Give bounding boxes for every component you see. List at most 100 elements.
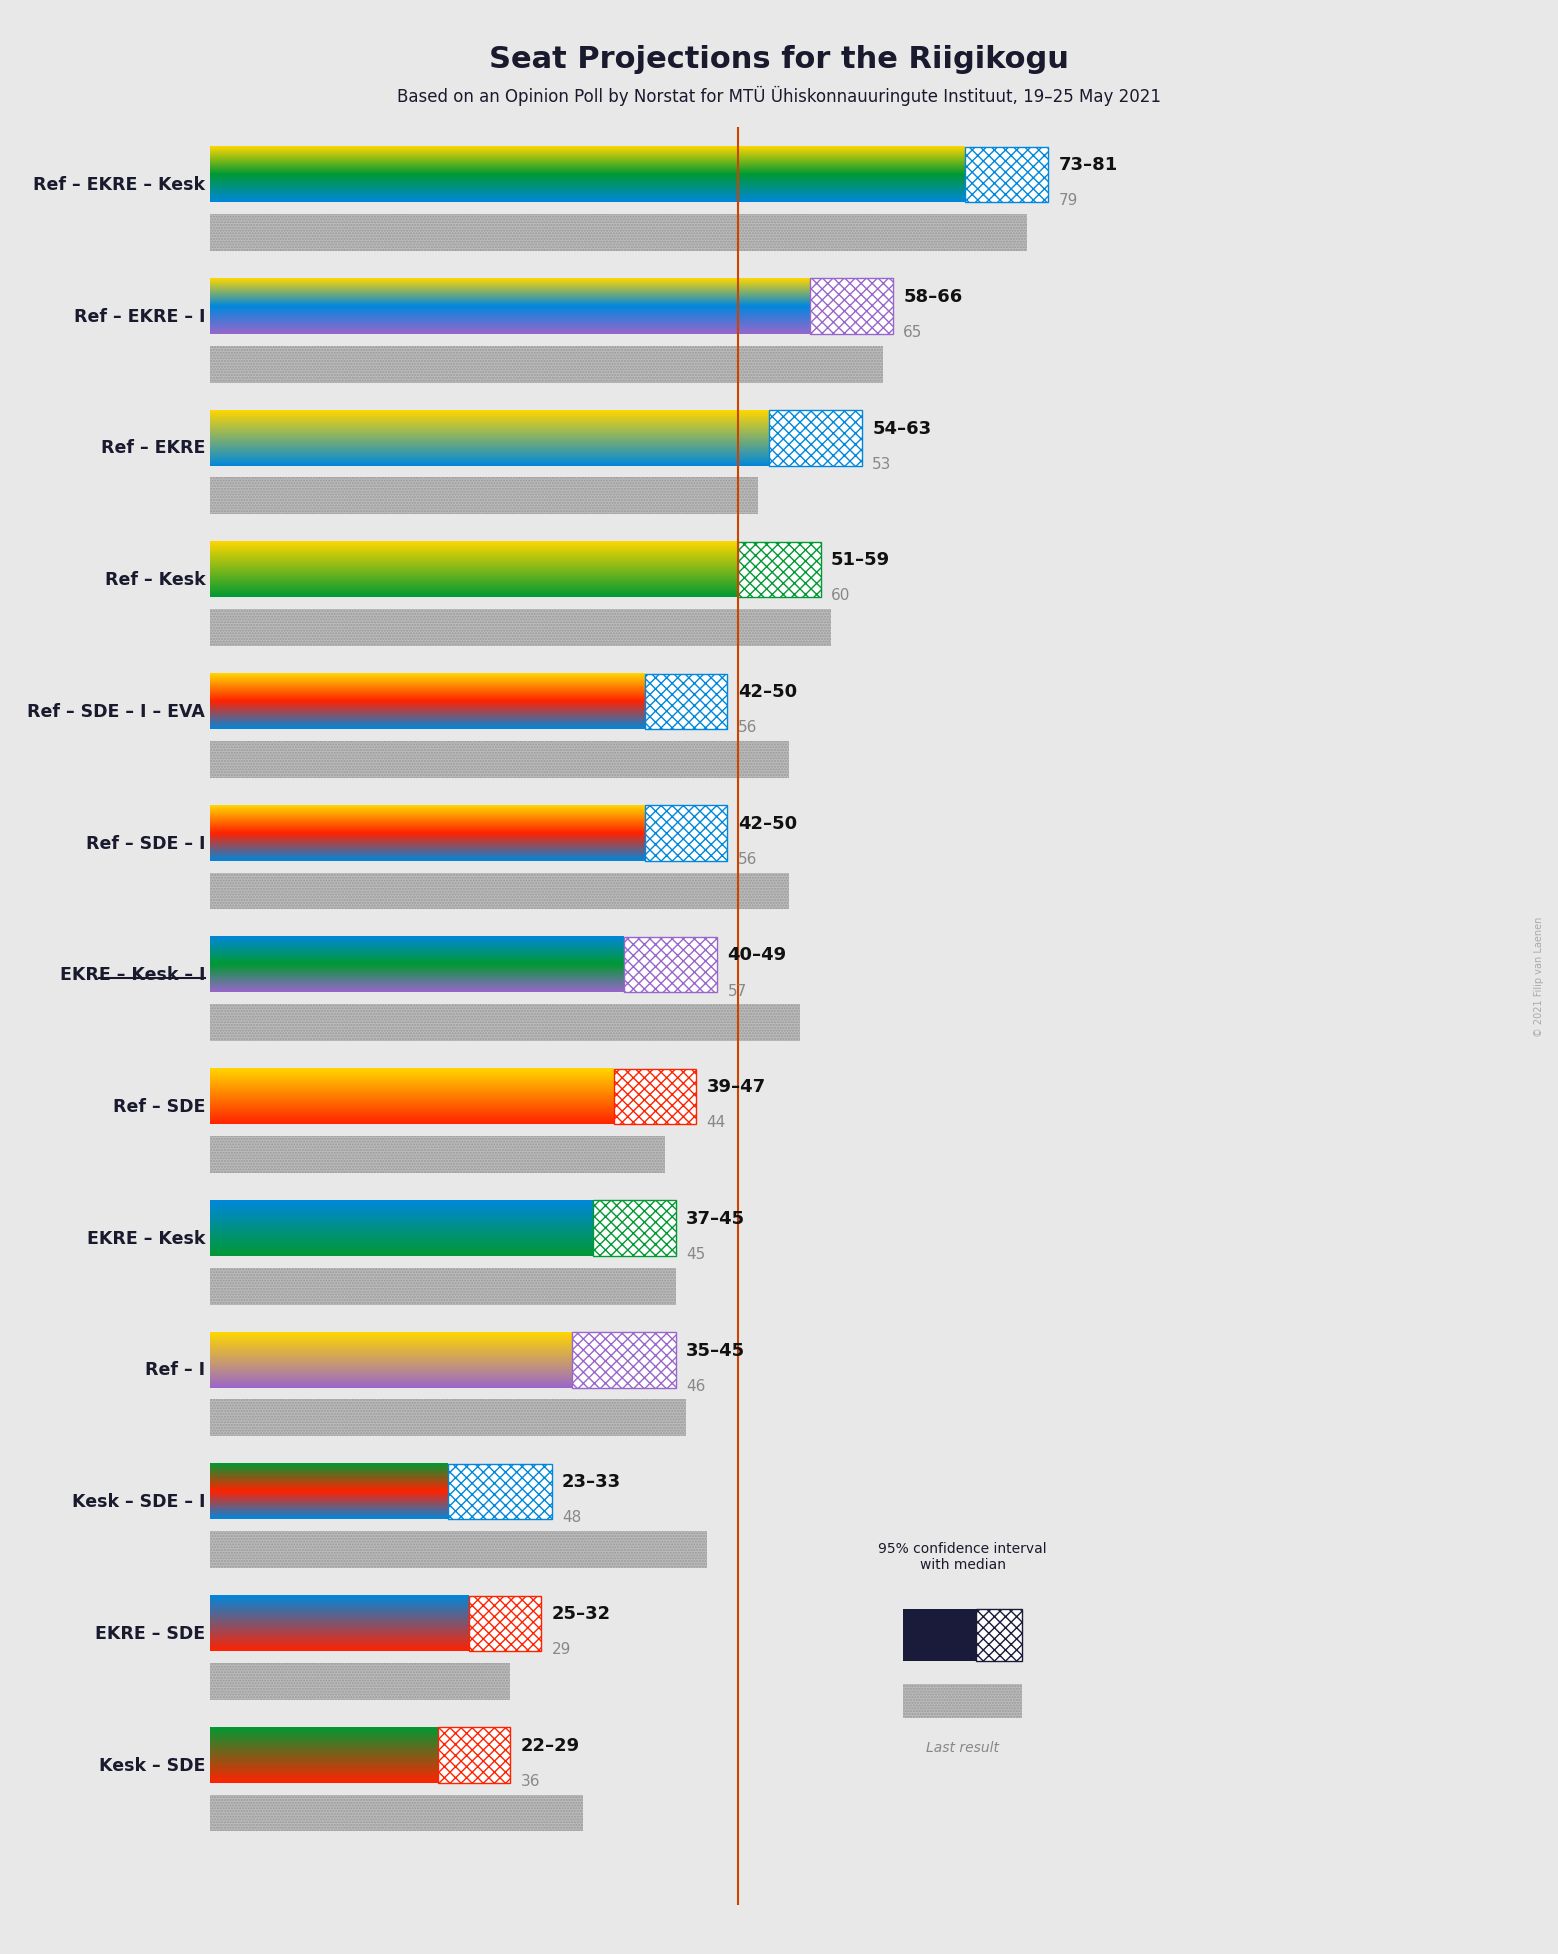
Bar	[469, 1596, 541, 1651]
Bar	[975, 1608, 1022, 1661]
Text: 73–81: 73–81	[1058, 156, 1117, 174]
Text: Ref – SDE: Ref – SDE	[112, 1098, 206, 1116]
Bar	[210, 741, 790, 778]
Bar	[904, 1684, 1022, 1718]
Bar	[210, 1532, 707, 1567]
Bar	[210, 346, 882, 383]
Text: Ref – SDE – I: Ref – SDE – I	[86, 834, 206, 852]
Bar	[738, 541, 821, 598]
Bar	[625, 938, 717, 993]
Text: 42–50: 42–50	[738, 815, 796, 832]
Bar	[614, 1069, 696, 1124]
Text: Kesk – SDE – I: Kesk – SDE – I	[72, 1493, 206, 1510]
Text: 65: 65	[904, 324, 922, 340]
Bar	[904, 1684, 1022, 1718]
Bar	[768, 410, 862, 465]
Bar	[614, 1069, 696, 1124]
Text: 53: 53	[872, 457, 891, 471]
Text: 56: 56	[738, 721, 757, 735]
Text: Based on an Opinion Poll by Norstat for MTÜ Ühiskonnauuringute Instituut, 19–25 : Based on an Opinion Poll by Norstat for …	[397, 86, 1161, 106]
Bar	[210, 1399, 686, 1436]
Bar	[438, 1727, 509, 1782]
Bar	[210, 1794, 583, 1831]
Text: Ref – SDE – I – EVA: Ref – SDE – I – EVA	[28, 703, 206, 721]
Bar	[469, 1596, 541, 1651]
Bar	[645, 805, 728, 860]
Bar	[975, 1608, 1022, 1661]
Bar	[572, 1333, 676, 1387]
Text: 23–33: 23–33	[562, 1473, 622, 1491]
Bar	[768, 410, 862, 465]
Bar	[738, 541, 821, 598]
Bar	[210, 1268, 676, 1305]
Bar	[904, 1608, 975, 1661]
Text: 36: 36	[520, 1774, 541, 1788]
Bar	[210, 873, 790, 909]
Text: 57: 57	[728, 983, 746, 998]
Text: Seat Projections for the Riigikogu: Seat Projections for the Riigikogu	[489, 45, 1069, 74]
Bar	[210, 213, 1027, 250]
Text: Ref – EKRE – Kesk: Ref – EKRE – Kesk	[33, 176, 206, 193]
Bar	[210, 1135, 665, 1172]
Text: © 2021 Filip van Laenen: © 2021 Filip van Laenen	[1535, 916, 1544, 1038]
Bar	[210, 1004, 799, 1041]
Bar	[975, 1608, 1022, 1661]
Bar	[645, 805, 728, 860]
Bar	[210, 610, 830, 647]
Bar	[210, 213, 1027, 250]
Text: 25–32: 25–32	[552, 1604, 611, 1624]
Bar	[449, 1464, 552, 1518]
Text: 54–63: 54–63	[872, 420, 932, 438]
Text: 46: 46	[686, 1380, 706, 1393]
Text: 44: 44	[707, 1116, 726, 1129]
Text: 40–49: 40–49	[728, 946, 787, 965]
Bar	[210, 477, 759, 514]
Bar	[210, 1663, 509, 1700]
Bar	[210, 346, 882, 383]
Bar	[645, 805, 728, 860]
Text: EKRE – Kesk – I: EKRE – Kesk – I	[59, 965, 206, 985]
Bar	[810, 279, 893, 334]
Bar	[966, 147, 1049, 201]
Text: Ref – Kesk: Ref – Kesk	[104, 571, 206, 588]
Bar	[469, 1596, 541, 1651]
Text: 60: 60	[830, 588, 851, 604]
Bar	[572, 1333, 676, 1387]
Text: 37–45: 37–45	[686, 1210, 745, 1227]
Text: 39–47: 39–47	[707, 1079, 767, 1096]
Bar	[210, 610, 830, 647]
Bar	[210, 1135, 665, 1172]
Bar	[810, 279, 893, 334]
Bar	[210, 1268, 676, 1305]
Bar	[966, 147, 1049, 201]
Text: 95% confidence interval
with median: 95% confidence interval with median	[879, 1542, 1047, 1571]
Bar	[614, 1069, 696, 1124]
Text: 79: 79	[1058, 193, 1078, 209]
Text: 42–50: 42–50	[738, 684, 796, 701]
Bar	[966, 147, 1049, 201]
Text: 48: 48	[562, 1510, 581, 1526]
Bar	[210, 1532, 707, 1567]
Bar	[594, 1200, 676, 1256]
Text: 51–59: 51–59	[830, 551, 890, 569]
Bar	[810, 279, 893, 334]
Bar	[210, 1663, 509, 1700]
Text: 56: 56	[738, 852, 757, 868]
Text: 22–29: 22–29	[520, 1737, 580, 1755]
Text: 35–45: 35–45	[686, 1342, 745, 1360]
Bar	[594, 1200, 676, 1256]
Bar	[438, 1727, 509, 1782]
Text: 58–66: 58–66	[904, 287, 963, 307]
Bar	[210, 477, 759, 514]
Bar	[645, 674, 728, 729]
Bar	[210, 1794, 583, 1831]
Text: Last result: Last result	[925, 1741, 999, 1755]
Text: 29: 29	[552, 1641, 570, 1657]
Bar	[594, 1200, 676, 1256]
Text: Ref – EKRE: Ref – EKRE	[101, 440, 206, 457]
Text: 45: 45	[686, 1247, 706, 1262]
Bar	[645, 674, 728, 729]
Text: Ref – I: Ref – I	[145, 1362, 206, 1380]
Bar	[768, 410, 862, 465]
Text: Kesk – SDE: Kesk – SDE	[98, 1757, 206, 1774]
